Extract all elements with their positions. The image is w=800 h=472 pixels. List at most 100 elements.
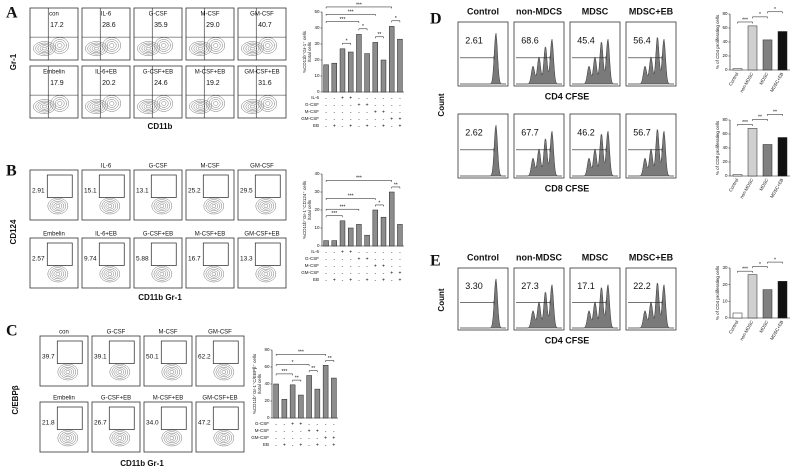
column-header: MDSC+EB <box>629 252 674 262</box>
contour <box>145 46 151 51</box>
treatment-sign: + <box>349 277 352 283</box>
plot-frame <box>81 169 131 221</box>
significance-label: * <box>362 24 364 30</box>
treatment-sign: - <box>308 435 310 441</box>
x-tick-label: Control <box>728 178 740 193</box>
plot-frame <box>195 335 245 387</box>
contour <box>159 99 169 108</box>
treatment-sign: + <box>382 109 385 115</box>
significance-label: *** <box>331 211 337 217</box>
contour <box>159 41 169 50</box>
contour <box>115 368 125 376</box>
gate <box>160 340 187 364</box>
bar <box>380 59 387 93</box>
bar <box>331 377 337 419</box>
significance-label: *** <box>340 17 346 23</box>
y-tick-label: 40 <box>314 25 320 30</box>
contour <box>156 39 171 52</box>
contour <box>103 200 117 211</box>
contour <box>139 42 158 55</box>
contour <box>85 99 108 114</box>
significance-label: *** <box>742 17 748 23</box>
contour <box>109 43 115 48</box>
contour <box>91 103 102 110</box>
contour <box>51 269 65 280</box>
significance-bracket <box>292 379 302 382</box>
x-tick-label: MDSC <box>758 319 769 334</box>
bar <box>397 38 403 93</box>
contour <box>208 39 223 52</box>
contour <box>63 434 73 442</box>
plot-value: 39.7 <box>42 354 55 361</box>
x-tick-label: MDSC <box>758 71 769 86</box>
contour <box>157 202 167 210</box>
contour <box>151 197 173 215</box>
y-axis-label: /total cells <box>307 199 312 220</box>
treatment-sign: - <box>292 435 294 441</box>
y-tick-label: 0 <box>725 315 728 320</box>
y-axis-label: % of CD8 proliferating cells <box>715 120 720 175</box>
bar <box>289 384 296 419</box>
bar <box>356 224 362 247</box>
contour <box>47 265 69 283</box>
y-axis-label: %CD11b⁺Gr-1⁺ cells <box>302 30 307 72</box>
plot-frame <box>237 7 287 61</box>
plot-label: IL-6+EB <box>95 70 117 76</box>
y-axis-label: % of CD4 proliferating cells <box>715 14 720 69</box>
y-tick-label: 60 <box>264 364 270 369</box>
histogram <box>628 36 674 85</box>
treatment-sign: - <box>325 95 327 101</box>
significance-bracket <box>391 186 401 189</box>
y-tick-label: 40 <box>264 381 270 386</box>
treatment-sign: + <box>382 123 385 129</box>
significance-bracket <box>275 364 310 367</box>
plot-value: 68.6 <box>521 36 539 46</box>
plot-value: 2.57 <box>32 256 45 263</box>
plot-value: 62.2 <box>198 354 211 361</box>
treatment-sign: - <box>366 263 368 269</box>
contour <box>195 103 206 110</box>
gate <box>212 406 239 430</box>
plot-label: M-CSF <box>201 164 220 170</box>
significance-label: ** <box>311 366 315 372</box>
contour <box>59 365 77 379</box>
treatment-name: IL-6 <box>311 249 319 254</box>
plot-frame <box>195 401 245 453</box>
plot-frame <box>569 21 621 87</box>
plot-value: 3.30 <box>465 281 483 291</box>
contour <box>94 46 99 51</box>
contour <box>211 99 221 108</box>
treatment-sign: - <box>391 249 393 255</box>
significance-bracket <box>752 119 768 121</box>
contour <box>107 272 113 276</box>
contour <box>259 269 273 280</box>
plot-value: 9.74 <box>84 256 97 263</box>
histogram <box>460 33 506 85</box>
treatment-sign: - <box>391 123 393 129</box>
axis-label: CD4 CFSE <box>545 91 590 101</box>
treatment-name: G-CSF <box>305 102 319 107</box>
contour <box>261 270 271 278</box>
plot-frame <box>29 7 79 61</box>
x-tick-label: non-MDSC <box>739 71 755 93</box>
treatment-sign: + <box>333 277 336 283</box>
y-tick-label: 20 <box>314 207 320 212</box>
treatment-sign: + <box>366 277 369 283</box>
treatment-name: M-CSF <box>255 428 269 433</box>
column-header: MDSC <box>582 252 609 262</box>
treatment-sign: - <box>317 435 319 441</box>
plot-value: 34.0 <box>146 420 159 427</box>
treatment-sign: - <box>366 270 368 276</box>
treatment-sign: - <box>383 95 385 101</box>
treatment-sign: - <box>275 421 277 427</box>
bar <box>273 383 279 419</box>
significance-bracket <box>358 28 368 31</box>
contour <box>143 103 154 110</box>
plot-frame <box>39 335 89 387</box>
contour <box>249 46 255 51</box>
treatment-sign: + <box>349 123 352 129</box>
significance-label: ** <box>758 115 762 121</box>
contour <box>59 431 77 445</box>
contour <box>104 39 119 52</box>
treatment-sign: - <box>300 435 302 441</box>
